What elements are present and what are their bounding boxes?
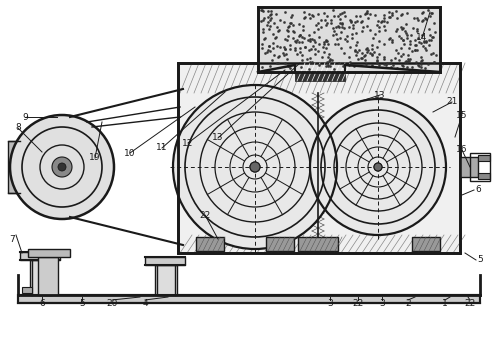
Bar	[38, 257, 58, 295]
Text: 21: 21	[446, 98, 458, 106]
Circle shape	[310, 99, 446, 235]
Text: 1: 1	[442, 300, 448, 308]
Text: 3: 3	[327, 300, 333, 308]
Bar	[478, 155, 490, 161]
Text: 6: 6	[475, 186, 481, 195]
Circle shape	[52, 157, 72, 177]
Text: 12: 12	[182, 139, 194, 147]
Bar	[412, 237, 440, 251]
Text: 14: 14	[416, 34, 428, 42]
Bar	[470, 153, 490, 181]
Bar	[8, 141, 20, 193]
Text: 16: 16	[456, 146, 468, 154]
Text: 5: 5	[477, 256, 483, 265]
Bar	[178, 63, 460, 253]
Bar	[298, 237, 338, 251]
Bar	[20, 252, 60, 260]
Text: 10: 10	[124, 148, 136, 158]
Text: 3: 3	[379, 300, 385, 308]
Text: 13: 13	[374, 91, 386, 99]
Bar	[14, 145, 30, 189]
Bar	[18, 295, 480, 303]
Circle shape	[173, 85, 337, 249]
Circle shape	[58, 163, 66, 171]
Bar	[266, 237, 294, 251]
Bar	[155, 265, 177, 295]
Bar	[295, 63, 345, 81]
Bar	[478, 173, 490, 179]
Text: 22: 22	[464, 300, 475, 308]
Text: 11: 11	[156, 144, 168, 153]
Bar	[178, 63, 460, 253]
Text: 13: 13	[212, 133, 224, 142]
Text: 9: 9	[22, 112, 28, 121]
Text: 7: 7	[9, 236, 15, 245]
Bar	[28, 249, 70, 257]
Circle shape	[10, 115, 114, 219]
Text: 22: 22	[352, 300, 364, 308]
Bar	[22, 287, 32, 293]
Text: 2: 2	[405, 300, 411, 308]
Circle shape	[250, 162, 260, 172]
Text: 8: 8	[15, 124, 21, 133]
Bar	[30, 260, 52, 295]
Bar	[18, 295, 480, 303]
Text: 4: 4	[142, 300, 148, 308]
Bar	[460, 157, 478, 177]
Text: 6: 6	[39, 300, 45, 308]
Text: 15: 15	[456, 111, 468, 119]
Text: 19: 19	[89, 154, 101, 162]
Text: 22: 22	[200, 210, 210, 219]
Text: 5: 5	[79, 300, 85, 308]
Bar	[258, 7, 440, 72]
Circle shape	[374, 163, 382, 171]
Bar	[196, 237, 224, 251]
Bar	[145, 257, 185, 265]
Text: 20: 20	[106, 300, 118, 308]
